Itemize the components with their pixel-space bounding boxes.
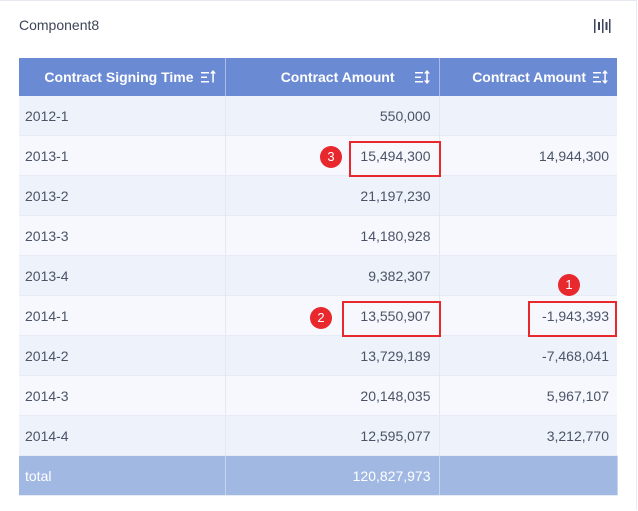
cell-time: 2014-4 <box>19 415 226 456</box>
cell-diff <box>439 175 617 216</box>
cell-amount: 550,000 <box>225 96 440 136</box>
annotation-badge-2: 2 <box>310 307 332 329</box>
cell-diff <box>439 96 617 136</box>
total-label: total <box>19 455 226 496</box>
sort-both-icon[interactable] <box>414 70 431 84</box>
annotation-badge-1: 1 <box>558 274 580 296</box>
cell-diff: 3,212,770 <box>439 415 617 456</box>
data-table: Contract Signing Time Contract Amount <box>19 58 618 496</box>
component-title: Component8 <box>19 17 100 33</box>
cell-amount: 12,595,077 <box>225 415 440 456</box>
cell-diff: 14,944,300 <box>439 135 617 176</box>
table-row: 2014-3 20,148,035 5,967,107 <box>19 375 617 416</box>
column-label: Contract Amount <box>280 69 395 85</box>
table-row: 2012-1 550,000 <box>19 96 617 136</box>
cell-time: 2014-2 <box>19 335 226 376</box>
cell-amount: 13,550,907 <box>225 295 440 336</box>
column-header-contract-amount[interactable]: Contract Amount <box>225 58 440 96</box>
column-label: Contract Amount <box>472 69 586 85</box>
table-row: 2014-4 12,595,077 3,212,770 <box>19 415 617 456</box>
cell-diff: -1,943,393 <box>439 295 617 336</box>
column-chart-toggle-icon[interactable] <box>593 18 611 34</box>
column-label: Contract Signing Time <box>44 69 194 85</box>
sort-both-icon[interactable] <box>593 70 609 84</box>
column-header-contract-amount-diff[interactable]: Contract Amount <box>439 58 617 96</box>
cell-amount: 14,180,928 <box>225 215 440 256</box>
cell-amount: 20,148,035 <box>225 375 440 416</box>
cell-time: 2013-4 <box>19 255 226 296</box>
cell-time: 2012-1 <box>19 96 226 136</box>
cell-time: 2014-1 <box>19 295 226 336</box>
cell-diff: 5,967,107 <box>439 375 617 416</box>
total-diff <box>439 455 618 496</box>
cell-time: 2013-2 <box>19 175 226 216</box>
total-row: total 120,827,973 <box>19 455 618 496</box>
cell-amount: 21,197,230 <box>225 175 440 216</box>
cell-diff <box>439 255 617 296</box>
column-header-signing-time[interactable]: Contract Signing Time <box>19 58 226 96</box>
table-row: 2013-4 9,382,307 <box>19 255 617 296</box>
table-row: 2013-3 14,180,928 <box>19 215 617 256</box>
cell-diff <box>439 215 617 256</box>
cell-diff: -7,468,041 <box>439 335 617 376</box>
table-row: 2013-2 21,197,230 <box>19 175 617 216</box>
annotation-badge-3: 3 <box>320 146 342 168</box>
table-row: 2014-2 13,729,189 -7,468,041 <box>19 335 617 376</box>
cell-amount: 9,382,307 <box>225 255 440 296</box>
total-amount: 120,827,973 <box>225 455 440 496</box>
cell-amount: 13,729,189 <box>225 335 440 376</box>
cell-time: 2014-3 <box>19 375 226 416</box>
cell-time: 2013-3 <box>19 215 226 256</box>
sort-ascending-icon[interactable] <box>200 70 217 84</box>
table-row: 2013-1 15,494,300 14,944,300 <box>19 135 617 176</box>
table-header-row: Contract Signing Time Contract Amount <box>19 58 617 96</box>
cell-time: 2013-1 <box>19 135 226 176</box>
